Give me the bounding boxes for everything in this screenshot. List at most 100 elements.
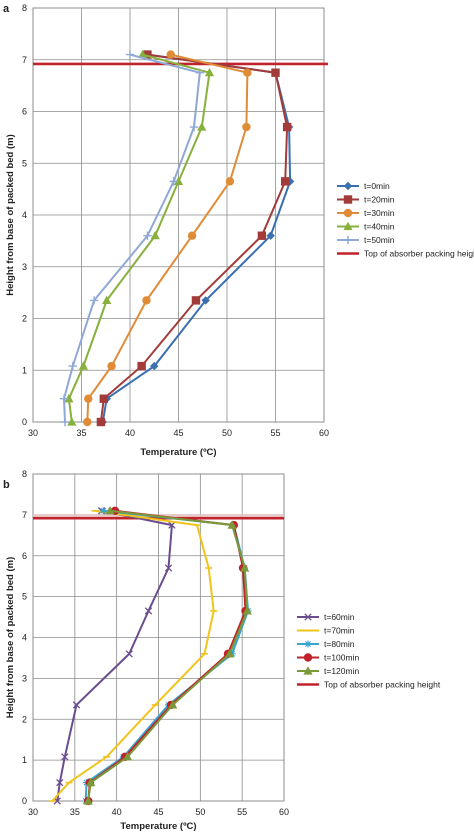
data-point xyxy=(83,796,93,805)
data-point xyxy=(105,505,115,515)
y-tick-label: 3 xyxy=(22,262,27,272)
panel-letter: a xyxy=(3,3,10,15)
series-t=40min xyxy=(64,49,215,426)
data-point xyxy=(86,777,96,787)
data-point xyxy=(191,296,201,305)
data-point xyxy=(99,394,109,403)
x-axis-label: Temperature (ºC) xyxy=(120,821,196,832)
data-point xyxy=(125,50,135,59)
data-point xyxy=(243,68,252,77)
data-point xyxy=(107,361,116,371)
y-tick-label: 5 xyxy=(22,158,27,168)
legend-entry: t=100min xyxy=(297,653,359,663)
data-point xyxy=(60,417,70,427)
legend-entry: t=20min xyxy=(337,195,395,205)
x-tick-label: 50 xyxy=(222,428,232,438)
data-point xyxy=(125,650,133,658)
data-point xyxy=(78,361,89,370)
legend-entry: t=70min xyxy=(297,626,355,636)
y-tick-label: 4 xyxy=(22,633,27,643)
data-point xyxy=(257,231,267,240)
data-point xyxy=(197,122,207,131)
x-tick-label: 30 xyxy=(28,428,38,438)
legend-marker xyxy=(343,221,353,231)
data-point xyxy=(266,231,275,240)
data-point xyxy=(164,564,173,572)
legend-entry: Top of absorber packing height xyxy=(337,249,474,259)
legend-marker xyxy=(303,653,313,662)
data-point xyxy=(150,361,159,371)
legend: t=60min t=70min t=80min t=100min t=120min Top… xyxy=(297,612,441,690)
data-point xyxy=(102,295,112,304)
y-tick-label: 7 xyxy=(22,55,27,65)
data-point xyxy=(201,296,210,305)
x-tick-label: 40 xyxy=(112,807,122,817)
y-tick-label: 6 xyxy=(22,107,27,117)
legend-label: t=60min xyxy=(324,612,355,622)
y-tick-label: 7 xyxy=(22,510,27,520)
x-tick-label: 35 xyxy=(70,807,80,817)
y-tick-label: 6 xyxy=(22,551,27,561)
data-point xyxy=(168,700,178,709)
data-point xyxy=(225,649,235,658)
data-point xyxy=(72,701,81,709)
legend-entry: t=120min xyxy=(297,666,359,676)
y-tick-label: 2 xyxy=(22,714,27,724)
series-t=60min xyxy=(53,507,176,805)
data-point xyxy=(142,296,151,305)
y-tick-label: 2 xyxy=(22,314,27,324)
data-point xyxy=(168,521,176,529)
data-point xyxy=(64,393,74,403)
data-point xyxy=(169,177,178,186)
data-point xyxy=(173,176,184,185)
y-tick-label: 0 xyxy=(22,796,27,806)
data-point xyxy=(99,507,107,515)
x-tick-label: 35 xyxy=(76,428,86,438)
legend-entry: t=60min xyxy=(297,612,355,622)
legend-marker xyxy=(304,613,312,621)
legend-label: Top of absorber packing height xyxy=(324,680,441,690)
data-point xyxy=(68,361,77,371)
data-point xyxy=(227,520,237,529)
data-point xyxy=(143,231,152,240)
legend: t=0min t=20min t=30min t=40min t=50min Top of… xyxy=(337,181,474,259)
panel-letter: b xyxy=(3,479,10,491)
data-point xyxy=(143,50,152,59)
data-point xyxy=(271,68,280,77)
data-point xyxy=(195,68,205,77)
data-point xyxy=(189,122,199,132)
legend-marker xyxy=(304,640,312,648)
legend-entry: t=50min xyxy=(337,235,395,245)
data-point xyxy=(282,122,292,132)
legend-entry: Top of absorber packing height xyxy=(297,680,441,690)
legend-label: t=70min xyxy=(324,626,355,636)
data-point xyxy=(84,394,93,403)
y-axis-label: Height from base of packed bed (m) xyxy=(5,134,16,296)
y-tick-label: 1 xyxy=(22,755,27,765)
legend-label: Top of absorber packing height xyxy=(364,249,474,259)
data-point xyxy=(59,394,69,403)
x-axis-label: Temperature (ºC) xyxy=(140,447,216,458)
data-point xyxy=(61,753,69,761)
data-point xyxy=(83,417,92,427)
data-point xyxy=(144,607,153,615)
x-tick-label: 45 xyxy=(153,807,163,817)
data-point xyxy=(187,231,197,240)
series-t=120min xyxy=(83,505,252,805)
legend-label: t=80min xyxy=(324,639,355,649)
legend-label: t=50min xyxy=(364,235,395,245)
legend-label: t=100min xyxy=(324,653,359,663)
y-tick-label: 0 xyxy=(22,417,27,427)
data-point xyxy=(96,417,106,427)
legend-marker xyxy=(303,666,313,675)
legend-label: t=40min xyxy=(364,222,395,232)
data-point xyxy=(242,606,252,615)
legend-marker xyxy=(343,195,353,204)
y-tick-label: 1 xyxy=(22,365,27,375)
x-tick-label: 40 xyxy=(125,428,135,438)
legend-label: t=0min xyxy=(364,181,390,191)
